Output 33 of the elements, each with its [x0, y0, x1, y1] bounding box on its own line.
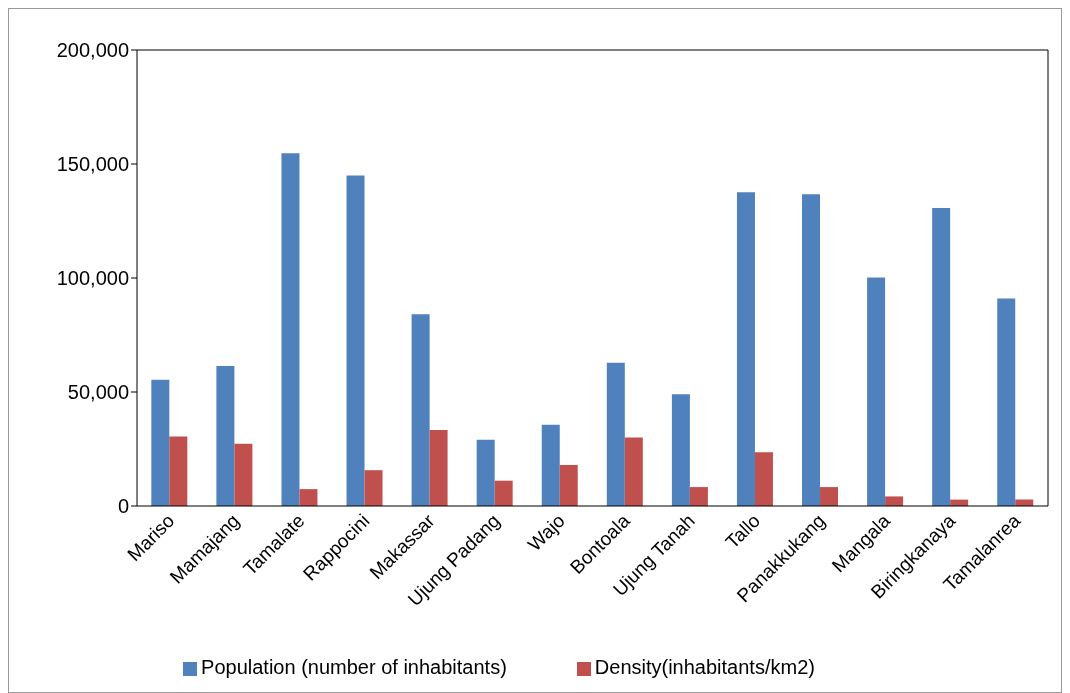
y-tick-label: 150,000: [56, 153, 129, 176]
y-tick-label: 200,000: [56, 39, 129, 62]
bar: [736, 192, 755, 506]
bar: [364, 470, 383, 506]
bar: [820, 487, 839, 506]
bar: [624, 437, 643, 506]
legend-label: Density(inhabitants/km2): [594, 656, 815, 678]
bar: [411, 314, 430, 506]
bar: [754, 452, 773, 506]
y-tick-label: 0: [117, 495, 129, 518]
bar: [216, 366, 235, 506]
bar: [299, 489, 318, 506]
bar: [559, 464, 578, 506]
bar: [151, 379, 170, 506]
bar: [932, 208, 951, 506]
y-tick-label: 50,000: [67, 381, 129, 404]
bar: [169, 436, 188, 506]
bar: [671, 394, 690, 506]
bar: [281, 153, 300, 506]
bar: [541, 424, 560, 506]
bar: [234, 443, 253, 506]
bar: [689, 487, 708, 506]
bar: [997, 298, 1016, 506]
bar: [346, 175, 365, 506]
bar: [885, 496, 904, 506]
bar: [606, 362, 625, 506]
bar: [476, 439, 495, 506]
y-tick-label: 100,000: [56, 267, 129, 290]
bar: [867, 277, 886, 506]
bar: [802, 194, 821, 506]
bar: [429, 430, 448, 506]
legend-label: Population (number of inhabitants): [201, 656, 507, 678]
bar: [494, 480, 513, 506]
